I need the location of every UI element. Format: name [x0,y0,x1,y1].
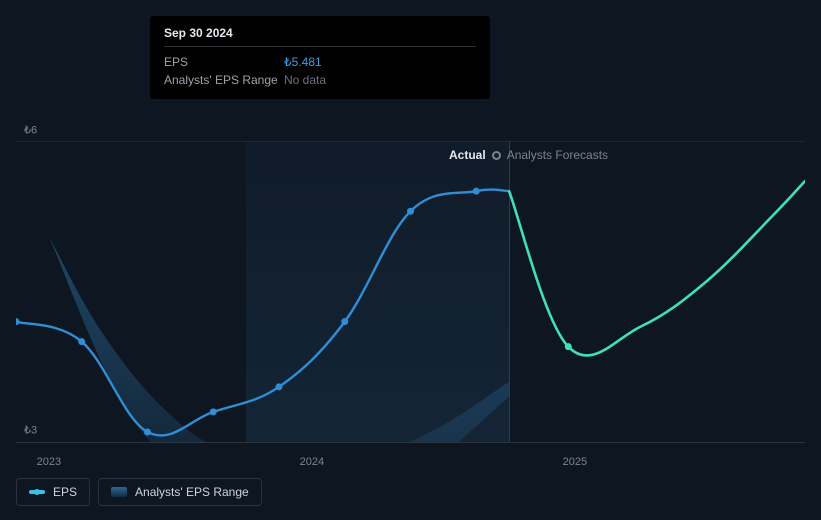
inline-legend: Actual Analysts Forecasts [449,148,608,162]
tooltip-row: Analysts' EPS Range No data [164,71,476,89]
chart-tooltip: Sep 30 2024 EPS ₺5.481 Analysts' EPS Ran… [150,16,490,99]
legend-button-eps[interactable]: EPS [16,478,90,506]
swatch-line-icon [29,490,45,494]
chart-canvas[interactable] [16,141,805,442]
ring-marker-icon [492,151,501,160]
inline-legend-forecast: Analysts Forecasts [507,148,608,162]
eps-actual-marker [407,208,414,215]
tooltip-row: EPS ₺5.481 [164,53,476,71]
x-tick-label: 2025 [563,456,587,468]
eps-actual-marker [473,188,480,195]
eps-actual-marker [78,338,85,345]
eps-actual-marker [144,428,151,435]
x-tick-label: 2024 [300,456,324,468]
tooltip-value-range: No data [284,73,326,87]
x-axis-line [16,442,805,443]
analysts-range-band [49,236,509,442]
eps-actual-marker [341,318,348,325]
legend-button-label: EPS [53,485,77,499]
tooltip-label-eps: EPS [164,55,284,69]
legend-buttons: EPS Analysts' EPS Range [16,478,262,506]
x-tick-label: 2023 [37,456,61,468]
eps-forecast-line [509,181,805,355]
eps-actual-marker [16,318,20,325]
y-tick-label: ₺6 [24,124,37,137]
tooltip-date: Sep 30 2024 [164,26,476,47]
eps-actual-marker [276,383,283,390]
tooltip-value-eps: ₺5.481 [284,55,322,69]
swatch-band-icon [111,487,127,497]
legend-button-range[interactable]: Analysts' EPS Range [98,478,262,506]
eps-actual-marker [210,408,217,415]
eps-forecast-marker [565,343,572,350]
inline-legend-actual: Actual [449,148,486,162]
legend-button-label: Analysts' EPS Range [135,485,249,499]
tooltip-label-range: Analysts' EPS Range [164,73,284,87]
eps-actual-line [16,190,509,436]
